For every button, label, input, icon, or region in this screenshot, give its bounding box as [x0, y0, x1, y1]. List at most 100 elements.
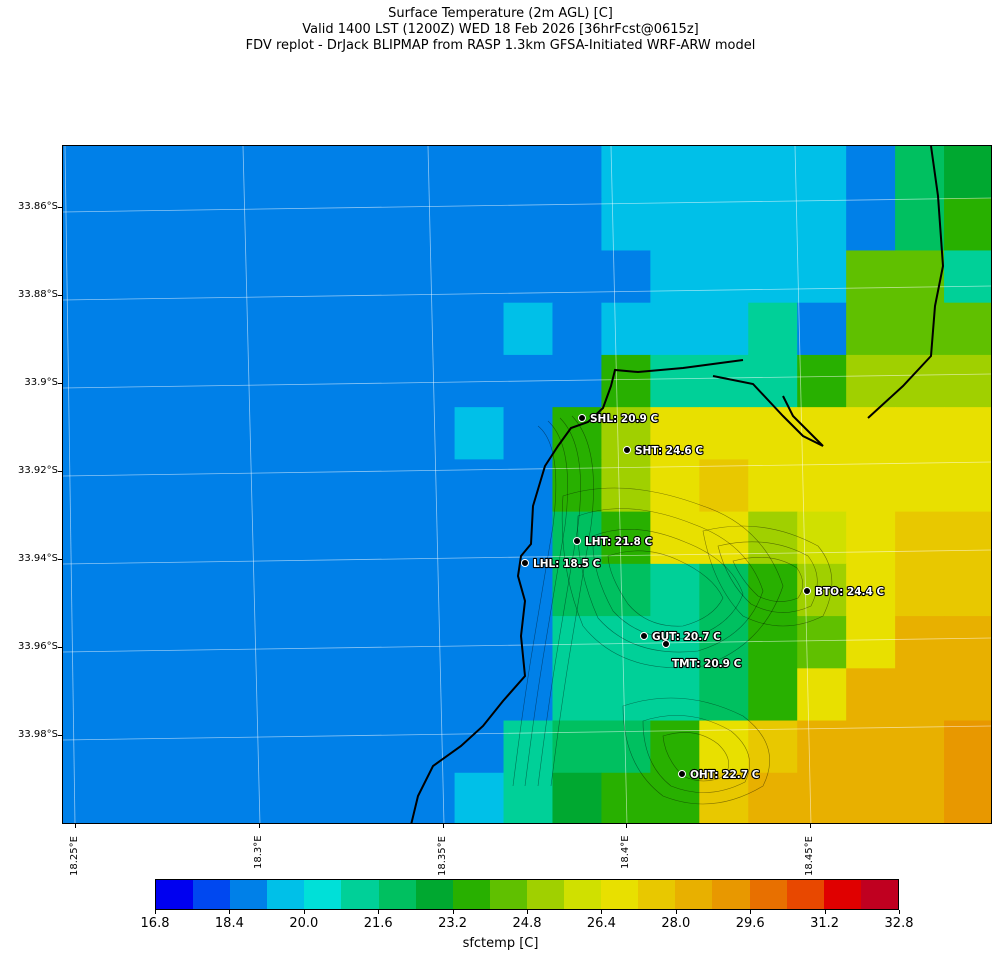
grid-cell — [63, 720, 113, 774]
longitude-label: 18.35°E — [437, 836, 448, 876]
grid-cell — [699, 720, 749, 774]
grid-cell — [160, 563, 211, 617]
station-marker-sht[interactable] — [623, 446, 631, 454]
grid-cell — [209, 720, 260, 774]
grid-cell — [748, 459, 798, 513]
grid-cell — [63, 616, 113, 669]
grid-cell — [63, 354, 113, 408]
grid-cell — [503, 250, 554, 304]
graticule-lon-1 — [64, 146, 76, 823]
grid-cell — [258, 563, 309, 617]
lon-tick — [259, 824, 260, 828]
colorbar-cell — [267, 880, 305, 909]
grid-cell — [944, 354, 991, 408]
grid-cell — [111, 511, 162, 565]
grid-cell — [748, 407, 798, 460]
grid-cell — [846, 459, 896, 513]
grid-cell — [846, 511, 896, 565]
station-marker-lhl[interactable] — [521, 559, 529, 567]
grid-cell — [111, 354, 162, 408]
grid-cell — [601, 616, 651, 669]
grid-cell — [111, 563, 162, 617]
grid-cell — [503, 407, 554, 460]
grid-cell — [944, 146, 991, 199]
graticule-lon-4 — [610, 146, 628, 823]
colorbar-cell — [193, 880, 231, 909]
grid-cell — [895, 198, 945, 252]
colorbar-cell — [378, 880, 416, 909]
grid-cell — [209, 407, 260, 460]
grid-cell — [209, 616, 260, 669]
grid-cell — [307, 772, 358, 823]
lat-tick — [58, 735, 62, 736]
grid-cell — [307, 668, 358, 722]
grid-cell — [111, 302, 162, 356]
lat-tick — [58, 559, 62, 560]
grid-cell — [797, 459, 847, 513]
colorbar-cell — [415, 880, 453, 909]
coastline-west — [410, 359, 744, 823]
grid-cell — [699, 146, 749, 199]
latitude-label: 33.92°S — [18, 465, 58, 476]
grid-cell — [503, 772, 554, 823]
grid-cell — [699, 459, 749, 513]
grid-cell — [209, 146, 260, 199]
grid-cell — [699, 511, 749, 565]
grid-cell — [160, 668, 211, 722]
longitude-label: 18.3°E — [253, 835, 264, 869]
station-label-lht: LHT: 21.8 C — [585, 536, 652, 548]
lat-tick — [58, 471, 62, 472]
grid-cell — [748, 668, 798, 722]
temperature-map[interactable]: SHL: 20.9 C SHT: 24.6 C LHT: 21.8 C LHL: 18… — [62, 145, 992, 824]
grid-cell — [503, 563, 554, 617]
station-marker-gut[interactable] — [640, 632, 648, 640]
title-line-3: FDV replot - DrJack BLIPMAP from RASP 1.… — [245, 38, 756, 53]
grid-cell — [307, 616, 358, 669]
colorbar-cell — [452, 880, 490, 909]
grid-cell — [356, 616, 407, 669]
grid-cell — [552, 668, 603, 722]
grid-cell — [63, 668, 113, 722]
grid-cell — [895, 563, 945, 617]
grid-cell — [944, 302, 991, 356]
grid-cell — [405, 511, 456, 565]
grid-cell — [650, 302, 700, 356]
latitude-label: 33.9°S — [24, 377, 58, 388]
grid-cell — [63, 198, 113, 252]
grid-cell — [748, 616, 798, 669]
grid-cell — [209, 668, 260, 722]
station-marker-tmt[interactable] — [662, 640, 670, 648]
grid-cell — [797, 302, 847, 356]
lon-tick — [75, 824, 76, 828]
grid-cell — [356, 459, 407, 513]
grid-cell — [748, 250, 798, 304]
colorbar-tick — [824, 910, 826, 914]
grid-cell — [356, 563, 407, 617]
grid-cell — [160, 146, 211, 199]
grid-cell — [895, 459, 945, 513]
station-marker-bto[interactable] — [803, 587, 811, 595]
colorbar-tick — [899, 910, 900, 914]
station-marker-lht[interactable] — [573, 537, 581, 545]
grid-cell — [258, 302, 309, 356]
station-marker-shl[interactable] — [578, 414, 586, 422]
grid-cell — [111, 250, 162, 304]
grid-cell — [846, 146, 896, 199]
station-marker-oht[interactable] — [678, 770, 686, 778]
grid-cell — [895, 407, 945, 460]
colorbar-cell — [489, 880, 527, 909]
latitude-label: 33.86°S — [18, 201, 58, 212]
grid-cell — [307, 302, 358, 356]
lon-tick — [443, 824, 444, 828]
colorbar-cell — [526, 880, 565, 909]
colorbar-tick-label: 20.0 — [289, 916, 319, 931]
grid-cell — [503, 668, 554, 722]
colorbar-cell — [675, 880, 713, 909]
colorbar-tick — [601, 910, 603, 914]
grid-cell — [944, 668, 991, 722]
grid-cell — [454, 407, 505, 460]
longitude-label: 18.4°E — [620, 835, 631, 869]
grid-cell — [111, 772, 162, 823]
colorbar-tick-label: 26.4 — [586, 916, 616, 931]
grid-cell — [307, 146, 358, 199]
